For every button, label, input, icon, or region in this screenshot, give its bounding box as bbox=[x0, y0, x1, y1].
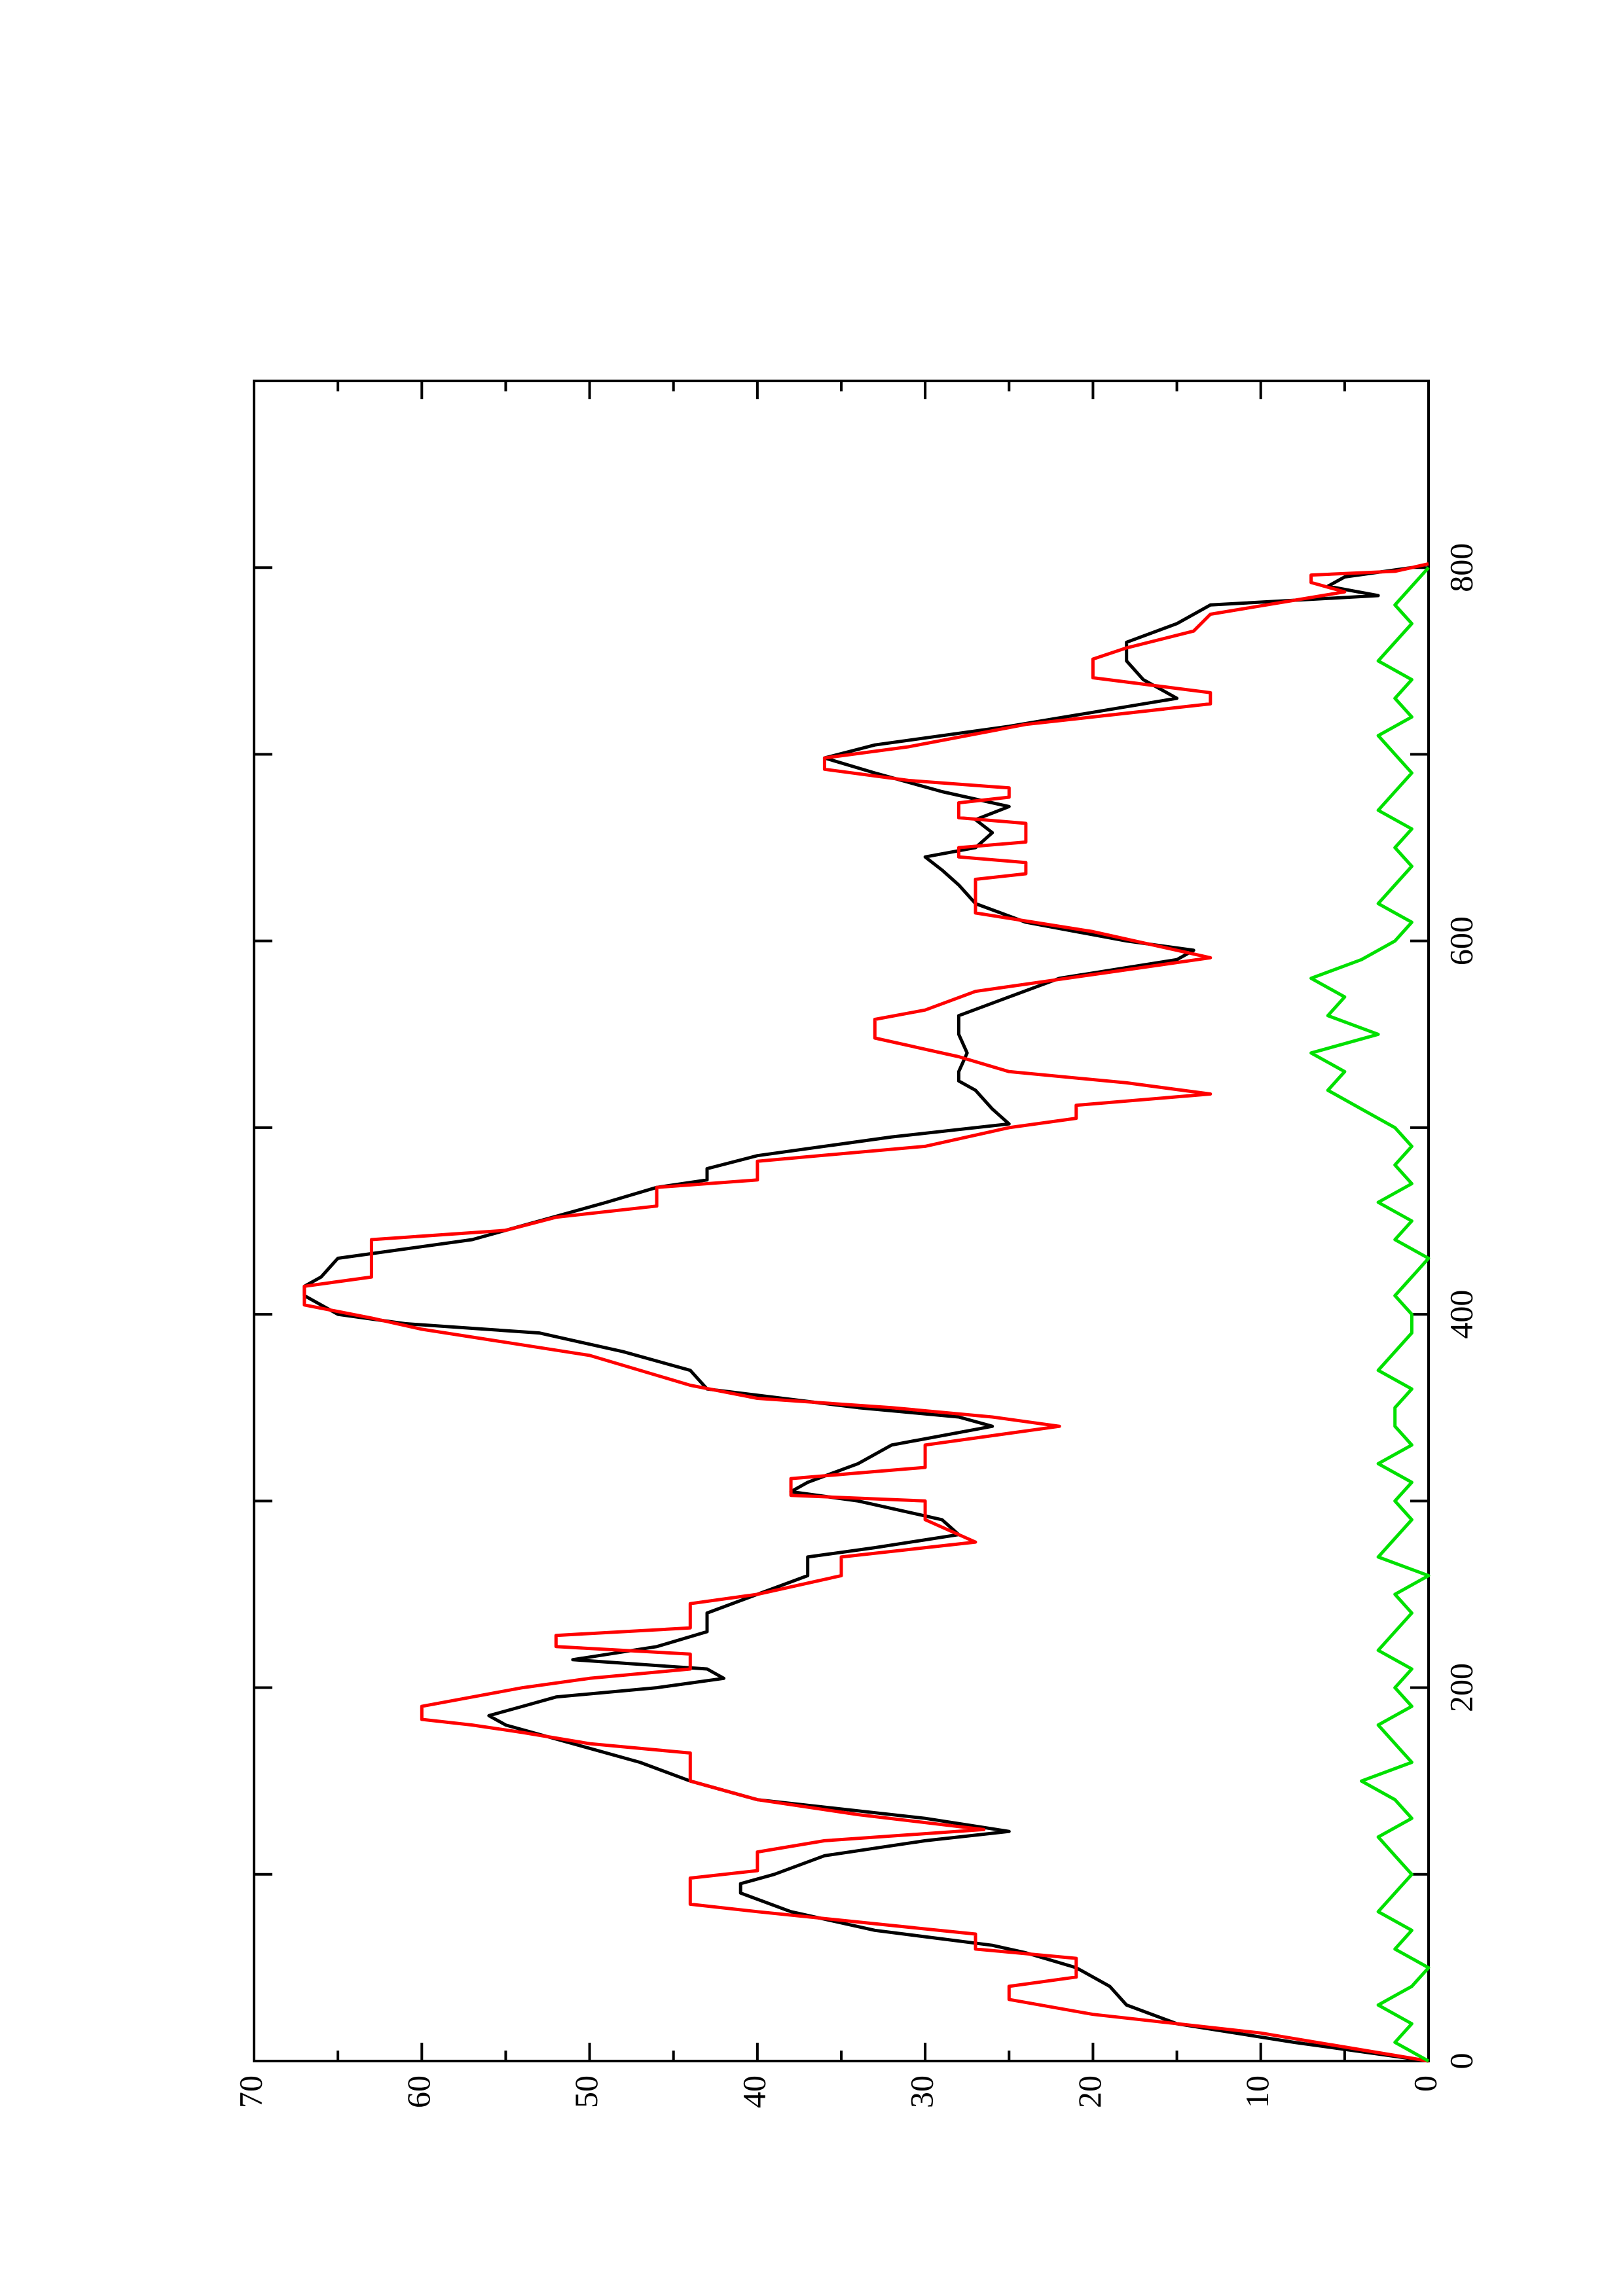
x-tick-label: 0 bbox=[1442, 2053, 1479, 2070]
x-tick-label: 800 bbox=[1442, 543, 1479, 592]
y-tick-label: 10 bbox=[1239, 2075, 1275, 2108]
y-tick-label: 20 bbox=[1071, 2075, 1108, 2108]
x-tick-label: 400 bbox=[1442, 1290, 1479, 1339]
y-tick-label: 30 bbox=[903, 2075, 940, 2108]
data-line bbox=[302, 562, 1429, 2063]
data-line bbox=[302, 565, 1429, 2063]
y-tick-label: 60 bbox=[400, 2075, 437, 2108]
y-tick-label: 0 bbox=[1406, 2075, 1443, 2092]
x-tick-label: 200 bbox=[1442, 1663, 1479, 1712]
y-tick-label: 70 bbox=[232, 2075, 268, 2108]
x-tick-label: 600 bbox=[1442, 916, 1479, 965]
y-tick-label: 40 bbox=[735, 2075, 772, 2108]
y-tick-label: 50 bbox=[568, 2075, 604, 2108]
data-line bbox=[1309, 566, 1431, 2063]
